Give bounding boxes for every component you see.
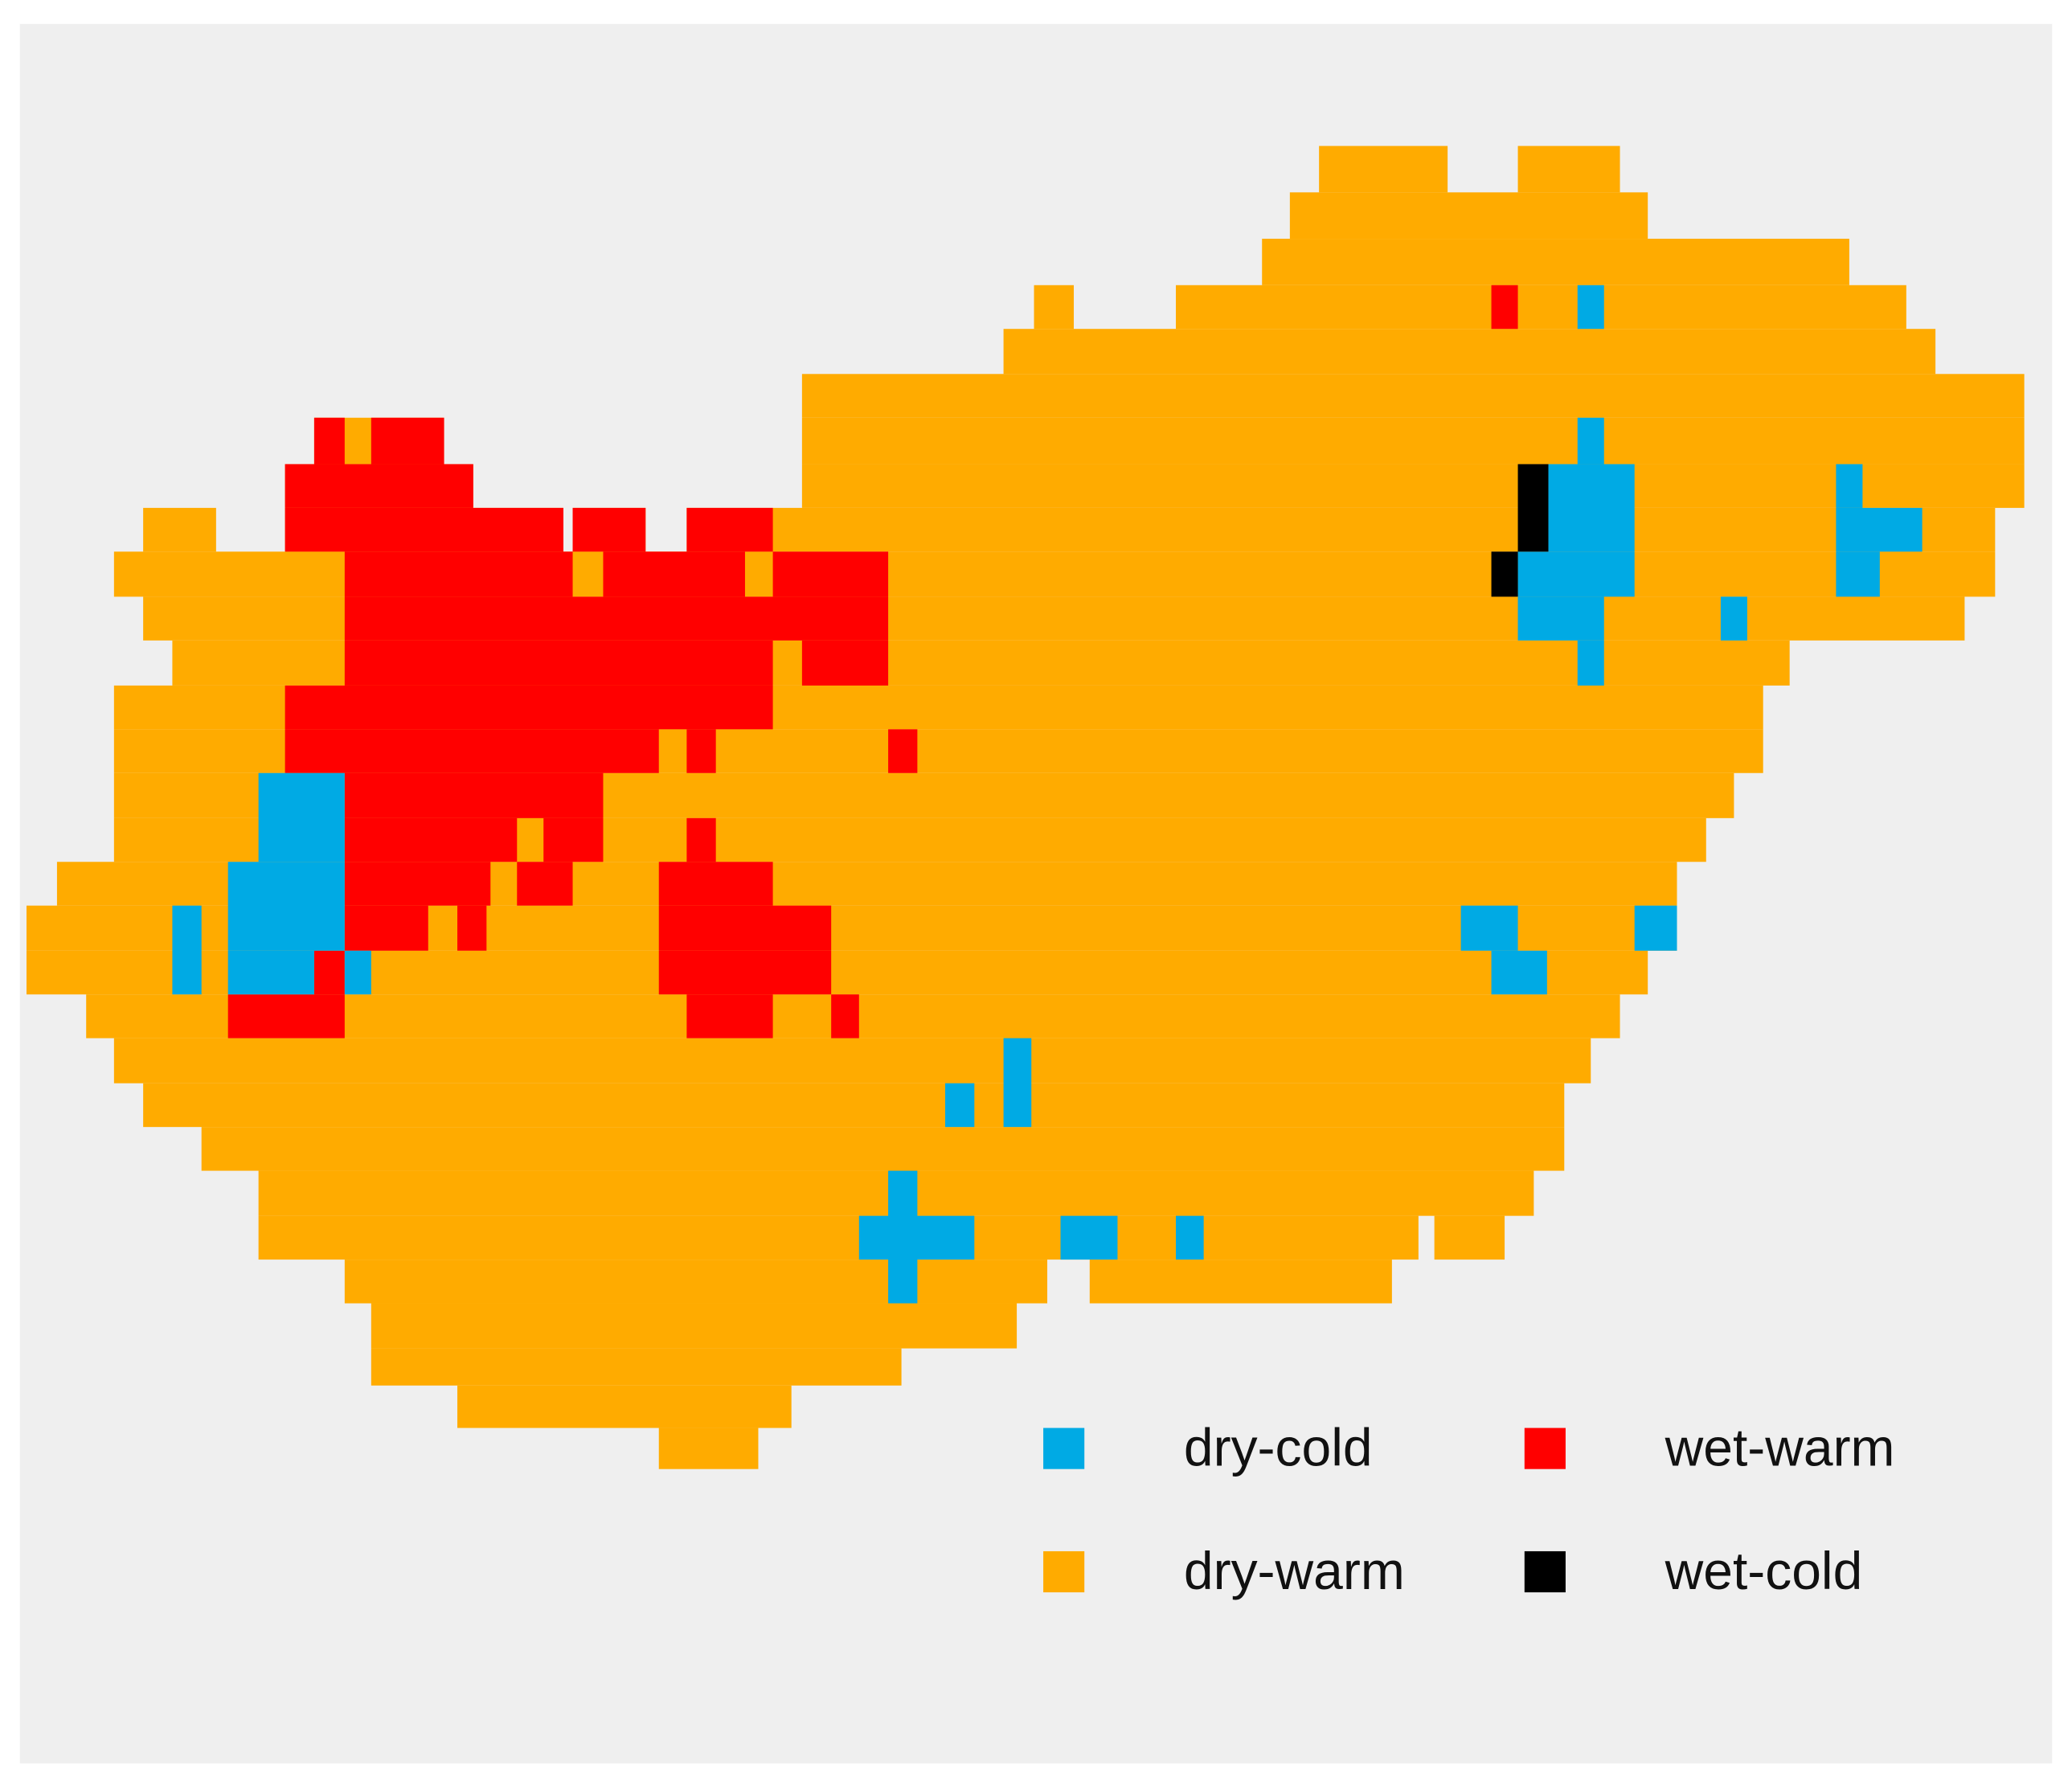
- map-cell: [344, 950, 371, 995]
- map-cell: [1319, 145, 1448, 193]
- map-cell: [1517, 551, 1635, 597]
- map-cell: [285, 507, 563, 552]
- map-cell: [1836, 464, 1863, 508]
- map-cell: [285, 685, 773, 730]
- legend-swatch: [1524, 1427, 1566, 1469]
- map-cell: [603, 551, 745, 597]
- map-cell: [285, 729, 659, 773]
- map-cell: [1460, 905, 1518, 951]
- map-cell: [543, 817, 604, 862]
- map-cell: [344, 905, 428, 951]
- map-cell: [313, 950, 345, 995]
- map-cell: [831, 994, 859, 1038]
- map-cell: [344, 551, 573, 597]
- map-cell: [686, 507, 1996, 552]
- map-cell: [371, 1348, 902, 1386]
- map-cell: [457, 1385, 792, 1428]
- map-cell: [1517, 596, 1604, 641]
- map-cell: [686, 817, 716, 862]
- map-cell: [201, 1127, 1565, 1171]
- map-cell: [1517, 464, 1549, 552]
- map-cell: [686, 729, 716, 773]
- map-cell: [1548, 464, 1635, 552]
- map-cell: [285, 464, 473, 508]
- map-cell: [1034, 285, 1075, 330]
- map-cell: [344, 1260, 1048, 1304]
- map-cell: [801, 374, 2025, 418]
- map-cell: [1836, 507, 1923, 552]
- map-cell: [344, 772, 604, 818]
- map-cell: [658, 1427, 759, 1469]
- map-cell: [227, 950, 314, 995]
- map-cell: [1003, 329, 1936, 375]
- map-cell: [572, 507, 646, 552]
- map-cell: [1634, 905, 1677, 951]
- map-cell: [658, 950, 832, 995]
- map-cell: [371, 417, 444, 465]
- legend-swatch: [1043, 1550, 1085, 1593]
- legend: dry-cold dry-warm wet-warm wet-cold: [1043, 1418, 1895, 1600]
- map-cell: [1289, 192, 1648, 240]
- legend-swatch: [1043, 1427, 1085, 1469]
- map-cell: [1836, 551, 1880, 597]
- map-cell: [344, 862, 491, 906]
- map-cell: [888, 729, 918, 773]
- map-cell: [686, 507, 773, 552]
- map-cell: [258, 1215, 1419, 1260]
- map-cell: [344, 817, 518, 862]
- map-cell: [658, 905, 832, 951]
- map-cell: [143, 507, 216, 552]
- map-cell: [658, 862, 773, 906]
- map-cell: [1577, 285, 1604, 330]
- map-cell: [1491, 551, 1518, 597]
- legend-swatch: [1524, 1550, 1566, 1593]
- map-cell: [801, 640, 889, 686]
- map-cell: [772, 551, 889, 597]
- map-cell: [1434, 1215, 1505, 1260]
- map-cell: [313, 417, 345, 465]
- legend-label: dry-cold: [1184, 1418, 1373, 1477]
- map-cell: [1089, 1260, 1392, 1304]
- map-cell: [371, 1303, 1018, 1349]
- map-cell: [344, 596, 889, 641]
- map-cell: [344, 640, 773, 686]
- map-cell: [1577, 417, 1604, 465]
- map-cell: [1577, 640, 1604, 686]
- map-cell: [1517, 145, 1620, 193]
- map-cell: [258, 772, 345, 862]
- map-cell: [1491, 285, 1518, 330]
- map-cell: [1176, 285, 1906, 330]
- map-cell: [1176, 1215, 1204, 1260]
- legend-label: wet-cold: [1665, 1541, 1863, 1600]
- map-cell: [1720, 596, 1747, 641]
- map-cell: [457, 905, 487, 951]
- map-cell: [801, 464, 2025, 508]
- map-cell: [1491, 950, 1547, 995]
- map-cell: [227, 862, 345, 951]
- map-cell: [113, 1038, 1591, 1083]
- legend-label: dry-warm: [1184, 1541, 1405, 1600]
- map-cells: [26, 145, 2025, 1469]
- legend-label: wet-warm: [1665, 1418, 1895, 1477]
- map-cell: [227, 994, 345, 1038]
- map-cell: [1003, 1038, 1032, 1128]
- map-cell: [686, 994, 773, 1038]
- map-cell: [1262, 239, 1849, 285]
- map-cell: [1060, 1215, 1118, 1260]
- map-cell: [172, 905, 202, 995]
- map-cell: [801, 417, 2025, 465]
- map-cell: [517, 862, 573, 906]
- map-cell: [143, 1083, 1565, 1128]
- map-cell: [945, 1083, 975, 1128]
- map-cell: [858, 1215, 975, 1260]
